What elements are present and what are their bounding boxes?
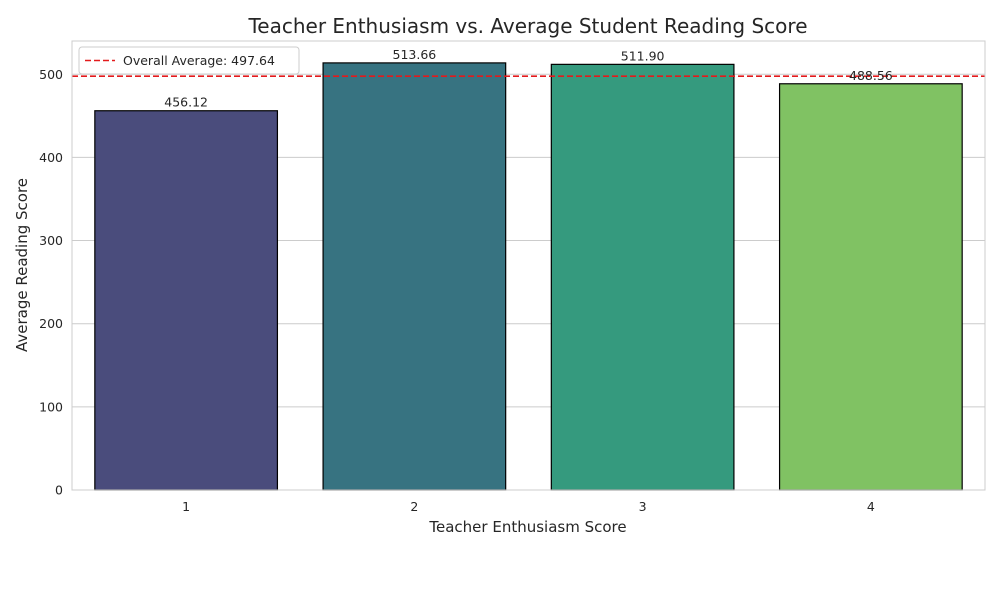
x-tick-label: 2 [410,499,418,514]
bar-layer [94,62,963,491]
y-tick-label: 0 [55,483,63,498]
y-tick-label: 100 [39,399,63,414]
x-tick-label: 3 [639,499,647,514]
chart-title: Teacher Enthusiasm vs. Average Student R… [247,14,807,38]
legend: Overall Average: 497.64 [78,46,300,75]
y-tick-label: 500 [39,67,63,82]
data-label-4: 488.56 [849,68,893,83]
bar-2 [322,62,507,491]
bar-1 [94,110,279,491]
plot-frame [71,40,986,491]
y-tick-label: 200 [39,316,63,331]
y-tick-label: 300 [39,233,63,248]
data-label-3: 511.90 [621,48,665,63]
label-layer: 0 100 200 300 400 500 456.12 1 513.66 2 511.90 3 488… [39,47,893,514]
bar-4 [778,83,963,491]
x-tick-label: 4 [867,499,875,514]
x-tick-label: 1 [182,499,190,514]
x-axis-label: Teacher Enthusiasm Score [428,518,626,536]
y-tick-label: 400 [39,150,63,165]
y-axis-label: Average Reading Score [13,178,31,352]
legend-box [78,46,300,75]
data-label-2: 513.66 [393,47,437,62]
legend-label-overall-average: Overall Average: 497.64 [123,53,275,68]
bar-3 [550,63,735,491]
data-label-1: 456.12 [164,95,208,110]
